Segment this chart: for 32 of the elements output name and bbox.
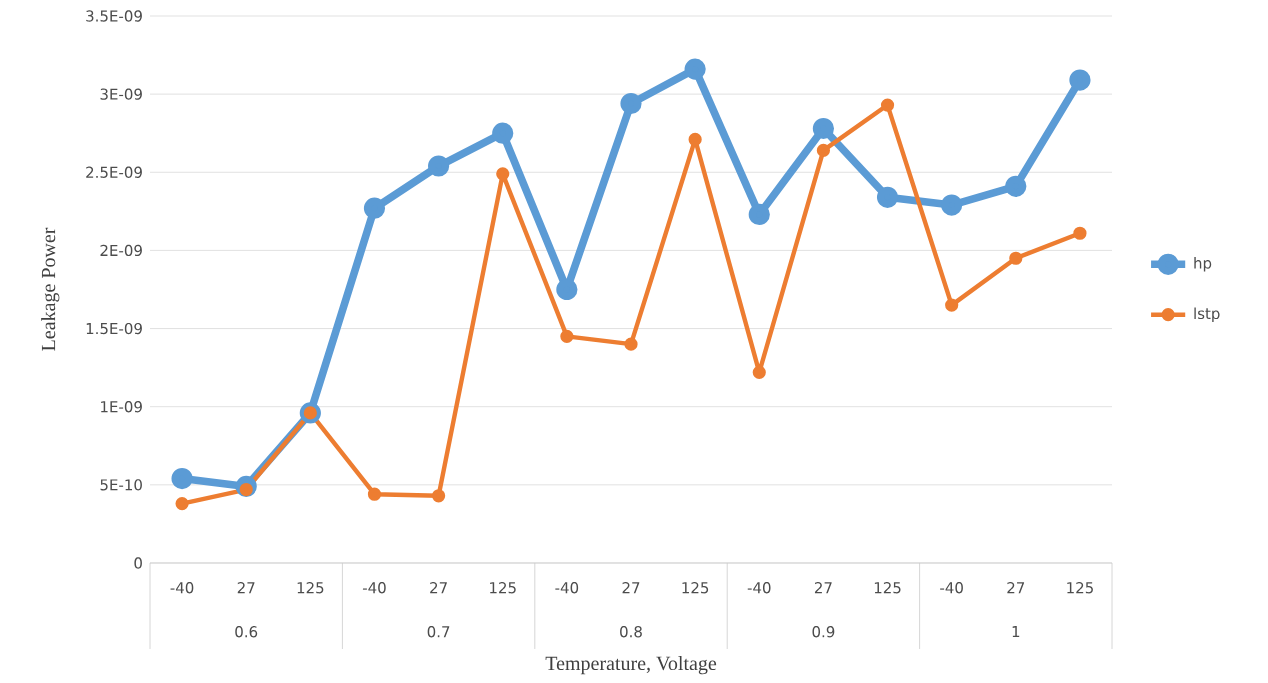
text: 0.8 xyxy=(620,626,642,638)
x-tick-label: 27 xyxy=(237,582,255,594)
x-tick-label: -40 xyxy=(940,582,963,594)
legend-label: lstp xyxy=(1194,307,1220,322)
text: 0.6 xyxy=(235,626,258,638)
x-axis-title: Temperature, Voltage xyxy=(545,656,717,675)
x-tick-label: 125 xyxy=(682,582,709,594)
y-tick-label: 1.5E-09 xyxy=(86,322,142,335)
x-tick-label: -40 xyxy=(747,582,771,594)
y-tick-label: 2.5E-09 xyxy=(86,166,142,178)
x-tick-label: 27 xyxy=(814,582,832,594)
y-tick-label: 3.5E-09 xyxy=(86,10,142,22)
x-tick-label: 27 xyxy=(1007,582,1025,594)
x-tick-label: 125 xyxy=(490,582,516,594)
legend-label: hp xyxy=(1194,257,1212,272)
x-tick-label: -40 xyxy=(170,582,194,594)
x-tick-label: -40 xyxy=(362,582,386,594)
x-tick-label: 125 xyxy=(874,582,901,594)
y-tick-label: 1E-09 xyxy=(101,401,142,413)
text: 1 xyxy=(1012,626,1020,637)
y-tick-label: 5E-10 xyxy=(100,479,142,491)
x-tick-label: 125 xyxy=(1067,582,1093,594)
y-tick-label: 0 xyxy=(134,557,142,569)
x-tick-label: -40 xyxy=(555,582,579,594)
x-tick-label: 27 xyxy=(622,582,640,594)
x-tick-label: 27 xyxy=(430,582,447,594)
x-tick-label: 125 xyxy=(297,582,324,594)
text: 0.9 xyxy=(812,626,835,638)
y-axis-title: Leakage Power xyxy=(41,227,60,351)
y-tick-label: 3E-09 xyxy=(100,88,142,100)
text: 0.7 xyxy=(427,626,450,638)
y-tick-label: 2E-09 xyxy=(100,244,142,257)
